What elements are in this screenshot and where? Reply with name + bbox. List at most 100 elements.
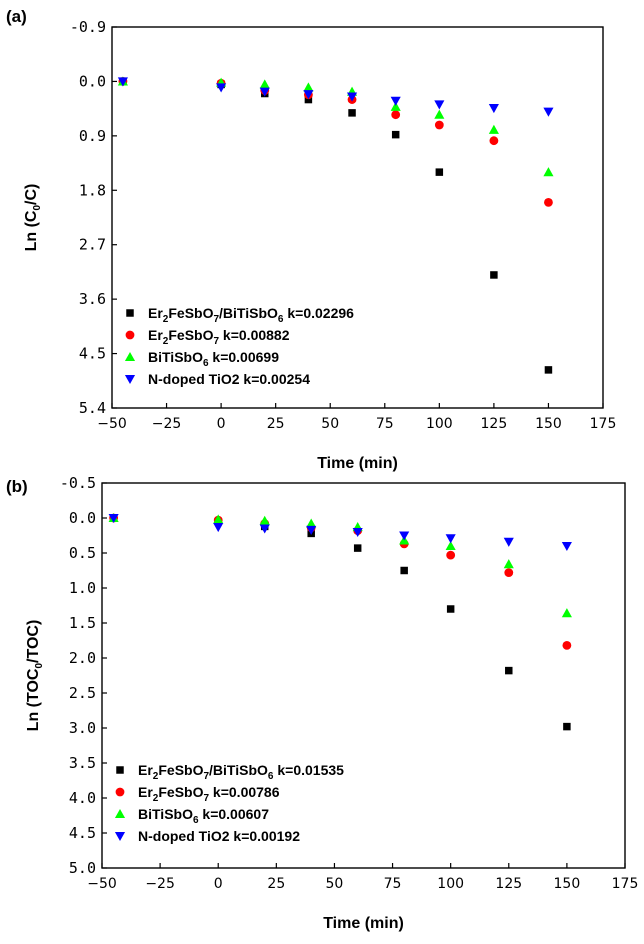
data-point <box>304 95 313 104</box>
data-point <box>259 79 270 89</box>
data-point <box>213 523 224 533</box>
y-tick-label: 5.0 <box>69 859 96 877</box>
y-tick-label: 1.5 <box>69 614 96 632</box>
x-tick-label: −25 <box>145 876 175 892</box>
y-tick-label: 0.0 <box>69 509 96 527</box>
x-tick-label: 75 <box>376 416 394 432</box>
data-point <box>213 514 224 524</box>
data-point <box>108 513 119 524</box>
data-point <box>561 541 572 552</box>
data-point <box>259 524 270 534</box>
data-point <box>544 197 553 207</box>
data-point <box>306 518 317 528</box>
data-point <box>216 83 227 93</box>
y-tick-label: 2.7 <box>79 236 106 254</box>
data-point <box>390 96 401 106</box>
x-tick-label: −25 <box>152 416 182 432</box>
series-triangle-down <box>117 77 554 117</box>
y-tick-label: 3.0 <box>69 719 96 737</box>
data-point <box>544 366 553 374</box>
data-point <box>391 110 401 120</box>
data-point <box>434 100 445 110</box>
x-tick-label: 175 <box>590 416 617 432</box>
chart-panel-b: (b) −50 −25 0 25 50 75 100 125 150 175 -0.5 0.0 0.5 1.… <box>6 474 638 932</box>
data-point <box>259 515 270 525</box>
x-tick-label: 50 <box>326 876 344 892</box>
x-tick-label: 25 <box>267 416 285 432</box>
data-point <box>561 608 572 618</box>
y-tick-label: 3.6 <box>79 290 106 308</box>
data-point <box>503 537 514 547</box>
data-point <box>117 77 128 87</box>
x-tick-label: 175 <box>612 876 639 892</box>
x-tick-label: 100 <box>437 876 464 892</box>
data-point <box>400 566 408 575</box>
x-tick-label: 75 <box>384 876 402 892</box>
data-point <box>434 120 444 130</box>
data-point <box>446 605 455 613</box>
legend-marker <box>124 374 136 385</box>
x-tick-label: 50 <box>321 416 339 432</box>
data-point <box>353 544 362 552</box>
data-point <box>504 568 514 577</box>
data-point <box>445 534 456 544</box>
x-tick-label: 100 <box>426 416 453 432</box>
data-point <box>446 550 456 560</box>
y-tick-label: 0.9 <box>79 127 106 145</box>
data-point <box>399 531 410 541</box>
legend-marker <box>114 831 126 842</box>
x-tick-label: 0 <box>214 876 223 892</box>
legend-label: N-doped TiO2 k=0.00254 <box>148 371 310 387</box>
y-tick-label: 0.0 <box>79 72 106 90</box>
data-point <box>445 540 456 551</box>
legend-marker <box>115 787 125 797</box>
data-point <box>306 525 317 535</box>
legend-label: Er2FeSbO7 k=0.00882 <box>148 327 290 347</box>
x-axis-title: Time (min) <box>323 915 404 932</box>
data-point <box>543 167 554 177</box>
legend-marker <box>125 330 135 340</box>
data-point <box>563 722 571 731</box>
y-tick-label: 4.5 <box>69 824 96 842</box>
legend-marker <box>126 309 134 317</box>
legend-marker <box>116 766 124 774</box>
y-tick-label: -0.5 <box>60 474 96 492</box>
legend-marker <box>124 351 136 362</box>
x-tick-label: −50 <box>87 876 117 892</box>
data-point <box>348 109 356 117</box>
x-axis-title: Time (min) <box>317 455 398 472</box>
y-tick-label: 4.0 <box>69 789 96 807</box>
legend-label: BiTiSbO6 k=0.00607 <box>138 806 269 826</box>
legend-label: N-doped TiO2 k=0.00192 <box>138 828 300 844</box>
legend-label: Er2FeSbO7 k=0.00786 <box>138 784 280 804</box>
data-point <box>259 87 270 97</box>
chart-panel-a: (a) −50 −25 0 25 50 75 100 125 150 175 -0.9 0.0 0.9 1.… <box>6 7 616 472</box>
data-point <box>390 101 401 111</box>
series-triangle-down <box>108 513 572 552</box>
plot-frame <box>111 26 604 409</box>
data-point <box>489 136 499 146</box>
data-point <box>543 107 554 117</box>
x-tick-label: 150 <box>554 876 581 892</box>
x-tick-label: −50 <box>97 416 127 432</box>
panel-label: (b) <box>6 477 28 496</box>
data-point <box>490 271 498 279</box>
y-tick-label: 1.8 <box>79 181 106 199</box>
data-point <box>488 124 499 134</box>
data-point <box>435 168 444 176</box>
data-point <box>434 109 445 119</box>
x-tick-label: 0 <box>217 416 226 432</box>
legend-label: Er2FeSbO7/BiTiSbO6 k=0.01535 <box>138 762 344 782</box>
y-axis-title: Ln (C0/C) <box>23 184 43 252</box>
legend-label: Er2FeSbO7/BiTiSbO6 k=0.02296 <box>148 305 354 325</box>
legend-marker <box>114 808 126 819</box>
y-tick-label: 1.0 <box>69 579 96 597</box>
y-tick-label: -0.9 <box>70 18 106 36</box>
data-point <box>503 559 514 569</box>
y-tick-label: 4.5 <box>79 345 106 363</box>
y-tick-label: 2.5 <box>69 684 96 702</box>
data-point <box>303 82 314 92</box>
data-point <box>303 90 314 100</box>
